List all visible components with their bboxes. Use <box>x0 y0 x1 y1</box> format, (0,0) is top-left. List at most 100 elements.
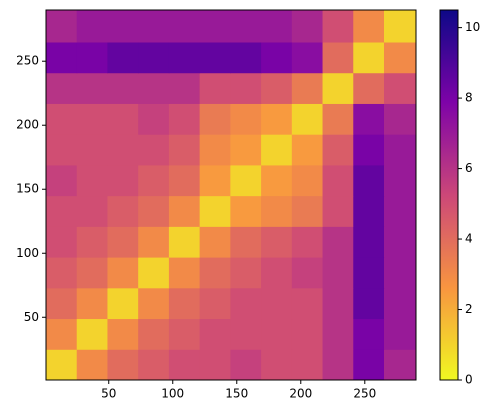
heatmap-cell <box>230 287 262 320</box>
colorbar-tick-label: 2 <box>465 302 473 316</box>
colorbar <box>439 9 459 381</box>
heatmap-cell <box>291 164 324 197</box>
heatmap-cell <box>230 226 262 258</box>
heatmap-cell <box>199 257 231 289</box>
heatmap-cell <box>138 72 170 104</box>
heatmap-cell <box>353 72 385 104</box>
heatmap-cell <box>322 318 354 350</box>
heatmap-cell <box>76 257 108 289</box>
heatmap-cell <box>107 195 139 227</box>
heatmap-cell <box>322 226 354 258</box>
heatmap-cell <box>322 72 354 104</box>
heatmap-cell <box>76 10 108 43</box>
y-tick-label: 100 <box>16 246 39 260</box>
x-tick-label: 250 <box>353 387 376 401</box>
heatmap-cell <box>353 349 385 381</box>
heatmap-cell <box>138 318 170 350</box>
heatmap-cell <box>322 10 354 43</box>
heatmap-cell <box>199 134 231 166</box>
heatmap-cell <box>261 10 293 43</box>
x-tick-label: 100 <box>161 387 184 401</box>
heatmap-cell <box>46 195 78 227</box>
x-tick-label: 50 <box>101 387 116 401</box>
heatmap-cell <box>76 318 108 350</box>
heatmap-cell <box>168 134 201 166</box>
heatmap-cell <box>261 318 293 350</box>
colorbar-tick-label: 4 <box>465 232 473 246</box>
colorbar-tick-label: 0 <box>465 373 473 387</box>
heatmap-cell <box>76 287 108 320</box>
heatmap-cell <box>107 103 139 135</box>
heatmap-cell <box>199 226 231 258</box>
heatmap-cell <box>107 226 139 258</box>
heatmap-cell <box>322 103 354 135</box>
heatmap-cell <box>168 72 201 104</box>
heatmap-cell <box>76 134 108 166</box>
heatmap-cell <box>76 42 108 74</box>
heatmap-cell <box>168 349 201 381</box>
heatmap-cell <box>230 257 262 289</box>
heatmap-cell <box>46 72 78 104</box>
heatmap-cell <box>46 287 78 320</box>
heatmap-cell <box>199 10 231 43</box>
heatmap-cell <box>291 72 324 104</box>
heatmap-cell <box>353 318 385 350</box>
heatmap-cell <box>291 349 324 381</box>
heatmap-cell <box>291 10 324 43</box>
y-tick-label: 150 <box>16 182 39 196</box>
heatmap-cell <box>383 72 417 104</box>
heatmap-cell <box>383 10 417 43</box>
heatmap-cell <box>261 134 293 166</box>
heatmap-cell <box>199 103 231 135</box>
heatmap-cell <box>107 42 139 74</box>
heatmap-cell <box>76 72 108 104</box>
x-tick-label: 150 <box>225 387 248 401</box>
heatmap-cell <box>107 72 139 104</box>
heatmap-cell <box>76 164 108 197</box>
heatmap-cell <box>46 349 78 381</box>
heatmap-cell <box>261 226 293 258</box>
y-tick-label: 50 <box>24 310 39 324</box>
heatmap-cell <box>76 103 108 135</box>
heatmap-cell <box>383 42 417 74</box>
heatmap-cell <box>138 10 170 43</box>
y-tick-label: 250 <box>16 54 39 68</box>
heatmap-cell <box>353 257 385 289</box>
heatmap-cell <box>261 72 293 104</box>
heatmap-cell <box>261 257 293 289</box>
x-tick-label: 200 <box>289 387 312 401</box>
heatmap-cell <box>199 318 231 350</box>
heatmap-cell <box>353 10 385 43</box>
heatmap-cell <box>168 318 201 350</box>
heatmap-cell <box>199 42 231 74</box>
heatmap-cell <box>199 72 231 104</box>
heatmap-cell <box>168 164 201 197</box>
heatmap-cell <box>168 226 201 258</box>
heatmap-cell <box>322 134 354 166</box>
heatmap-cell <box>353 103 385 135</box>
heatmap-cell <box>107 318 139 350</box>
heatmap-cell <box>230 10 262 43</box>
heatmap-cell <box>138 226 170 258</box>
colorbar-tick-label: 10 <box>465 20 480 34</box>
heatmap-cell <box>107 257 139 289</box>
heatmap-cell <box>138 195 170 227</box>
heatmap-cell <box>138 164 170 197</box>
heatmap-cell <box>261 103 293 135</box>
heatmap-cell <box>138 287 170 320</box>
plot-frame <box>45 9 417 381</box>
heatmap-cell <box>46 257 78 289</box>
heatmap-cell <box>138 257 170 289</box>
heatmap-cell <box>383 349 417 381</box>
heatmap-cell <box>230 349 262 381</box>
heatmap-cell <box>230 72 262 104</box>
heatmap-cell <box>107 349 139 381</box>
heatmap-cell <box>199 164 231 197</box>
heatmap-cell <box>353 195 385 227</box>
heatmap-cell <box>383 226 417 258</box>
heatmap-cell <box>291 134 324 166</box>
heatmap-cell <box>383 318 417 350</box>
heatmap-cell <box>199 349 231 381</box>
heatmap-cell <box>261 195 293 227</box>
heatmap-cell <box>383 103 417 135</box>
